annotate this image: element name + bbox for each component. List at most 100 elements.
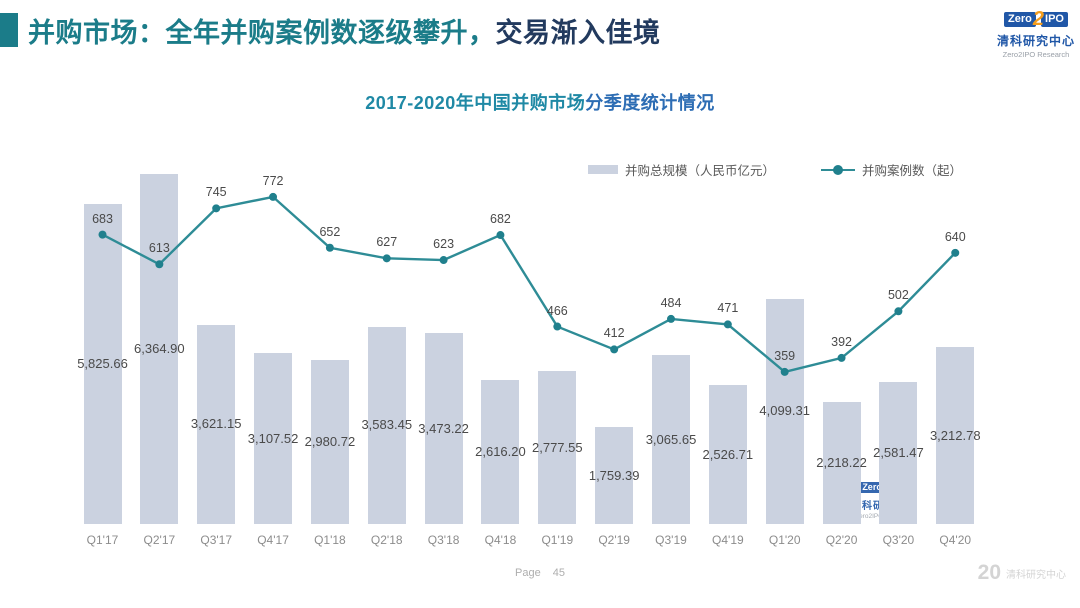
line-value-Q4'20: 640 (944, 229, 966, 244)
bar-Q1'18 (310, 360, 349, 524)
x-tick-Q1'18: Q1'18 (314, 533, 346, 547)
x-tick-Q2'20: Q2'20 (825, 533, 858, 547)
bar-Q4'17 (254, 353, 293, 524)
bar-value-Q4'18: 2,616.20 (475, 444, 526, 460)
line-point-Q2'19 (610, 345, 619, 354)
line-value-Q3'20: 502 (887, 288, 909, 303)
bar-Q3'17 (197, 324, 236, 524)
x-tick-Q3'18: Q3'18 (427, 533, 460, 547)
bar-value-Q4'20: 3,212.78 (929, 427, 981, 443)
line-value-Q2'20: 392 (831, 334, 852, 349)
bar-Q2'19 (595, 427, 634, 524)
line-value-Q2'17: 613 (148, 241, 170, 256)
page-title-rest: 交易渐入佳境 (495, 18, 661, 48)
bar-Q4'18 (481, 380, 520, 524)
bar-value-Q2'18: 3,583.45 (361, 417, 413, 433)
logo-two-glyph: 2 (1032, 8, 1045, 30)
line-value-Q1'18: 652 (319, 224, 341, 239)
legend-line-label: 并购案例数（起） (862, 164, 963, 178)
legend-item-line: 并购案例数（起） (821, 160, 962, 179)
footer-brand-mark: 20 (977, 561, 1001, 584)
page-title-highlight: 并购市场：全年并购案例数逐级攀升， (28, 18, 496, 48)
zero2ipo-logo: Zero 2 IPO 清科研究中心 Zero2IPO Research (997, 9, 1075, 59)
line-value-Q4'19: 471 (717, 301, 739, 316)
page-number-value: 45 (552, 567, 565, 579)
bar-value-Q4'19: 2,526.71 (702, 446, 754, 462)
bar-Q2'17 (140, 174, 179, 524)
x-tick-Q4'18: Q4'18 (484, 533, 517, 547)
bar-Q4'19 (708, 385, 747, 524)
line-value-Q2'19: 412 (603, 326, 625, 341)
legend-bar-label: 并购总规模（人民币亿元） (625, 164, 776, 178)
logo-zero-box: Zero (1004, 11, 1036, 27)
watermark-zero-box: Zero (859, 482, 885, 493)
bar-Q3'19 (652, 355, 690, 524)
x-tick-Q4'19: Q4'19 (712, 533, 744, 547)
bar-Q1'20 (765, 298, 804, 524)
bar-Q4'20 (936, 347, 975, 524)
page-number: Page 45 (0, 567, 1080, 579)
line-value-Q3'17: 745 (205, 185, 227, 200)
line-point-Q3'18 (439, 256, 448, 265)
line-value-Q1'20: 359 (774, 348, 796, 363)
line-point-Q1'17 (98, 230, 107, 239)
line-value-Q1'19: 466 (546, 303, 568, 318)
x-tick-Q4'20: Q4'20 (939, 533, 972, 547)
bar-value-Q1'17: 5,825.66 (77, 355, 128, 371)
x-tick-Q4'17: Q4'17 (257, 533, 289, 547)
bar-value-Q3'18: 3,473.22 (418, 420, 469, 436)
line-point-Q4'19 (723, 320, 732, 329)
bar-value-Q1'20: 4,099.31 (759, 403, 810, 419)
x-tick-Q1'19: Q1'19 (541, 533, 574, 547)
line-point-Q2'18 (382, 254, 391, 263)
bar-value-Q2'17: 6,364.90 (134, 341, 185, 356)
line-point-Q1'19 (553, 322, 562, 331)
line-value-Q3'19: 484 (660, 295, 682, 310)
bar-value-Q4'17: 3,107.52 (247, 430, 299, 446)
bar-Q3'20 (879, 382, 918, 524)
chart-title-part2: 分季度统计情况 (585, 93, 715, 113)
chart-title-part1: 2017-2020年中国并购市场 (365, 93, 586, 113)
footer-brand-text: 清科研究中心 (1006, 569, 1066, 581)
line-value-Q1'17: 683 (92, 211, 113, 226)
line-point-Q1'20 (780, 367, 789, 376)
x-tick-Q1'20: Q1'20 (768, 533, 801, 547)
line-point-Q3'19 (667, 314, 675, 323)
bar-value-Q3'20: 2,581.47 (873, 445, 924, 461)
bar-Q3'18 (424, 333, 463, 524)
line-point-Q4'17 (269, 192, 278, 201)
line-value-Q4'18: 682 (490, 212, 511, 227)
line-point-Q2'20 (837, 353, 846, 362)
bar-Q2'20 (822, 402, 861, 524)
line-point-Q4'20 (951, 248, 960, 257)
bar-value-Q3'19: 3,065.65 (645, 431, 697, 447)
bar-value-Q1'18: 2,980.72 (304, 434, 356, 450)
line-value-Q2'18: 627 (376, 235, 398, 250)
bar-value-Q2'20: 2,218.22 (816, 455, 867, 470)
x-tick-Q2'18: Q2'18 (370, 533, 403, 547)
bar-swatch-icon (588, 165, 618, 174)
chart-legend: 并购总规模（人民币亿元） 并购案例数（起） (588, 160, 962, 179)
line-swatch-icon (821, 164, 856, 175)
header-accent-bar (0, 13, 18, 47)
line-point-Q3'17 (212, 204, 221, 213)
line-value-Q3'18: 623 (433, 237, 455, 252)
x-tick-Q3'20: Q3'20 (882, 533, 915, 547)
x-tick-Q2'19: Q2'19 (598, 533, 630, 547)
logo-cn-text: 清科研究中心 (997, 34, 1076, 48)
legend-item-bar: 并购总规模（人民币亿元） (588, 160, 775, 179)
zero2ipo-logo-row: Zero 2 IPO (1004, 9, 1068, 29)
line-value-Q4'17: 772 (262, 173, 284, 188)
chart-title: 2017-2020年中国并购市场分季度统计情况 (0, 89, 1080, 115)
line-point-Q1'18 (325, 243, 334, 252)
logo-ipo-box: IPO (1041, 11, 1068, 27)
page-label: Page (515, 567, 541, 579)
footer-brand: 20 清科研究中心 (978, 561, 1066, 585)
bar-Q1'17 (83, 203, 122, 524)
x-tick-Q2'17: Q2'17 (143, 533, 176, 547)
x-tick-Q1'17: Q1'17 (86, 533, 119, 547)
x-tick-Q3'19: Q3'19 (655, 533, 687, 547)
